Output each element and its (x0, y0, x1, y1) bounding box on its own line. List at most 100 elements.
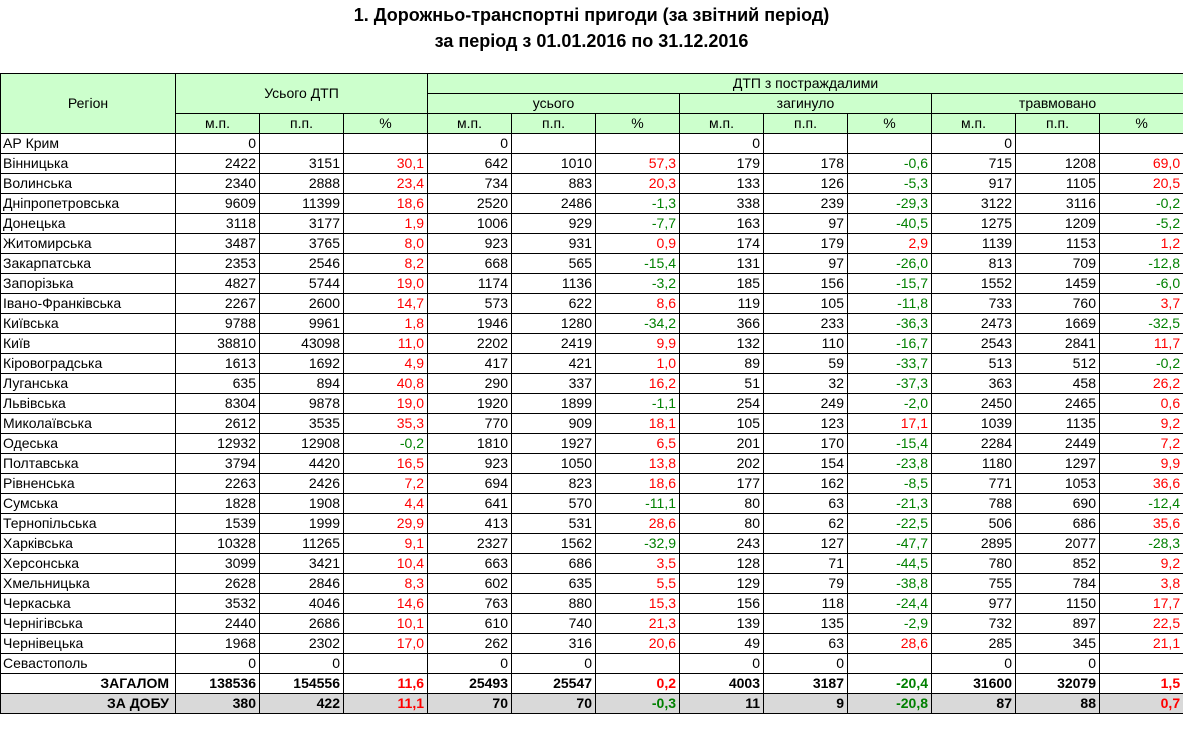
value-cell: 3122 (931, 193, 1016, 214)
value-cell: 51 (679, 373, 764, 394)
percent-cell: 19,0 (343, 273, 428, 294)
value-cell: 8304 (175, 393, 260, 414)
value-cell: 9961 (259, 313, 344, 334)
percent-cell: 28,6 (595, 513, 680, 534)
region-cell: Сумська (0, 493, 176, 514)
value-cell: 780 (931, 553, 1016, 574)
percent-cell: 21,3 (595, 613, 680, 634)
value-cell: 686 (511, 553, 596, 574)
table-row: Дніпропетровська 9609 11399 18,6 2520 2486 -1,… (0, 193, 1183, 214)
value-cell: 97 (763, 213, 848, 234)
value-cell: 363 (931, 373, 1016, 394)
percent-cell: -0,2 (343, 433, 428, 454)
value-cell: 59 (763, 353, 848, 374)
value-cell: 80 (679, 513, 764, 534)
value-cell: 4003 (679, 673, 764, 694)
header-pp: п.п. (763, 113, 848, 134)
percent-cell: 8,3 (343, 573, 428, 594)
header-pp: п.п. (511, 113, 596, 134)
value-cell: 154 (763, 453, 848, 474)
table-row: Київська 9788 9961 1,8 1946 1280 -34,2 366 233 -3… (0, 313, 1183, 334)
percent-cell: 3,8 (1098, 573, 1183, 594)
percent-cell (847, 653, 932, 674)
value-cell: 233 (763, 313, 848, 334)
percent-cell: -34,2 (595, 313, 680, 334)
table-row: Луганська 635 894 40,8 290 337 16,2 51 32 -37,3 36… (0, 373, 1183, 394)
percent-cell: 11,0 (343, 333, 428, 354)
percent-cell: -20,4 (847, 673, 932, 694)
value-cell: 70 (427, 693, 512, 714)
value-cell: 49 (679, 633, 764, 654)
value-cell: 1136 (511, 273, 596, 294)
value-cell: 285 (931, 633, 1016, 654)
value-cell: 565 (511, 253, 596, 274)
report-title: 1. Дорожньо-транспортні пригоди (за звіт… (0, 0, 1183, 70)
percent-cell: 69,0 (1098, 153, 1183, 174)
value-cell: 1135 (1015, 413, 1100, 434)
value-cell: 513 (931, 353, 1016, 374)
percent-cell: 19,0 (343, 393, 428, 414)
value-cell: 63 (763, 493, 848, 514)
percent-cell: -12,8 (1098, 253, 1183, 274)
value-cell: 1539 (175, 513, 260, 534)
value-cell: 2543 (931, 333, 1016, 354)
value-cell: 1552 (931, 273, 1016, 294)
table-row: Сумська 1828 1908 4,4 641 570 -11,1 80 63 -21,3 78… (0, 493, 1183, 514)
value-cell: 2353 (175, 253, 260, 274)
percent-cell: 18,1 (595, 413, 680, 434)
value-cell: 105 (763, 293, 848, 314)
percent-cell: -16,7 (847, 333, 932, 354)
value-cell: 11399 (259, 193, 344, 214)
value-cell: 366 (679, 313, 764, 334)
value-cell: 709 (1015, 253, 1100, 274)
value-cell: 417 (427, 353, 512, 374)
header-pct: % (847, 113, 932, 134)
value-cell: 3151 (259, 153, 344, 174)
percent-cell: -32,5 (1098, 313, 1183, 334)
percent-cell: 0,9 (595, 233, 680, 254)
value-cell: 163 (679, 213, 764, 234)
value-cell: 0 (679, 133, 764, 154)
value-cell: 70 (511, 693, 596, 714)
value-cell: 2340 (175, 173, 260, 194)
value-cell: 1908 (259, 493, 344, 514)
table-row: Харківська 10328 11265 9,1 2327 1562 -32,9 243 1… (0, 533, 1183, 554)
value-cell: 635 (511, 573, 596, 594)
value-cell: 5744 (259, 273, 344, 294)
percent-cell: 30,1 (343, 153, 428, 174)
value-cell: 642 (427, 153, 512, 174)
value-cell: 0 (175, 653, 260, 674)
percent-cell: -5,3 (847, 173, 932, 194)
value-cell: 3187 (763, 673, 848, 694)
value-cell: 4420 (259, 453, 344, 474)
table-row: Тернопільська 1539 1999 29,9 413 531 28,6 80 62-… (0, 513, 1183, 534)
table-row: Івано-Франківська 2267 2600 14,7 573 622 8,6 11… (0, 293, 1183, 314)
value-cell: 641 (427, 493, 512, 514)
region-cell: Запорізька (0, 273, 176, 294)
value-cell: 740 (511, 613, 596, 634)
value-cell: 87 (931, 693, 1016, 714)
table-row: Херсонська 3099 3421 10,4 663 686 3,5 128 71 -44,… (0, 553, 1183, 574)
value-cell: 79 (763, 573, 848, 594)
value-cell: 894 (259, 373, 344, 394)
value-cell: 3177 (259, 213, 344, 234)
value-cell: 1039 (931, 413, 1016, 434)
region-cell: Чернівецька (0, 633, 176, 654)
value-cell: 622 (511, 293, 596, 314)
value-cell: 105 (679, 413, 764, 434)
value-cell: 1053 (1015, 473, 1100, 494)
percent-cell: 4,4 (343, 493, 428, 514)
value-cell: 1810 (427, 433, 512, 454)
value-cell: 262 (427, 633, 512, 654)
table-row: Рівненська 2263 2426 7,2 694 823 18,6 177 162 -8,… (0, 473, 1183, 494)
percent-cell: 8,0 (343, 233, 428, 254)
table-row: Київ 38810 43098 11,0 2202 2419 9,9 132 110 -16,7… (0, 333, 1183, 354)
value-cell: 909 (511, 413, 596, 434)
value-cell (259, 133, 344, 154)
value-cell: 690 (1015, 493, 1100, 514)
table-row: Житомирська 3487 3765 8,0 923 931 0,9 174 179 2,9… (0, 233, 1183, 254)
value-cell: 512 (1015, 353, 1100, 374)
percent-cell: -2,0 (847, 393, 932, 414)
value-cell: 133 (679, 173, 764, 194)
percent-cell: -47,7 (847, 533, 932, 554)
